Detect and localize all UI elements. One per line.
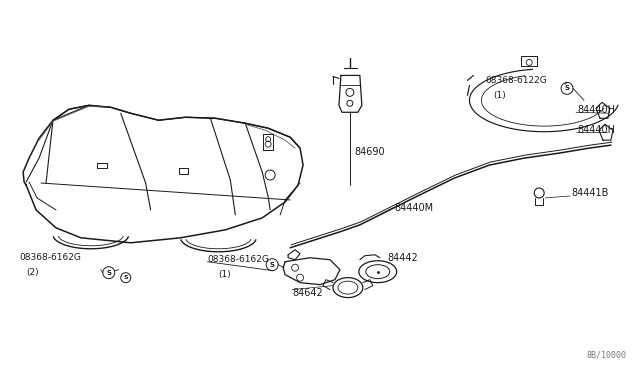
Text: 84441B: 84441B xyxy=(571,188,609,198)
Text: 08368-6122G: 08368-6122G xyxy=(485,76,547,85)
Text: 84440H: 84440H xyxy=(577,105,615,115)
Text: (1): (1) xyxy=(218,270,231,279)
Text: 84642: 84642 xyxy=(292,288,323,298)
Text: 08368-6162G: 08368-6162G xyxy=(19,253,81,262)
Text: S: S xyxy=(106,270,111,276)
Text: 8B/10000: 8B/10000 xyxy=(587,350,627,359)
Text: (1): (1) xyxy=(493,91,506,100)
Text: 84440M: 84440M xyxy=(395,203,434,213)
Text: S: S xyxy=(124,275,128,280)
Text: 08368-6162G: 08368-6162G xyxy=(207,255,269,264)
Text: S: S xyxy=(564,85,570,92)
Text: (2): (2) xyxy=(26,268,39,277)
Text: S: S xyxy=(269,262,275,268)
Text: 84440H: 84440H xyxy=(577,125,615,135)
Text: 84690: 84690 xyxy=(355,147,385,157)
Text: 84442: 84442 xyxy=(388,253,419,263)
